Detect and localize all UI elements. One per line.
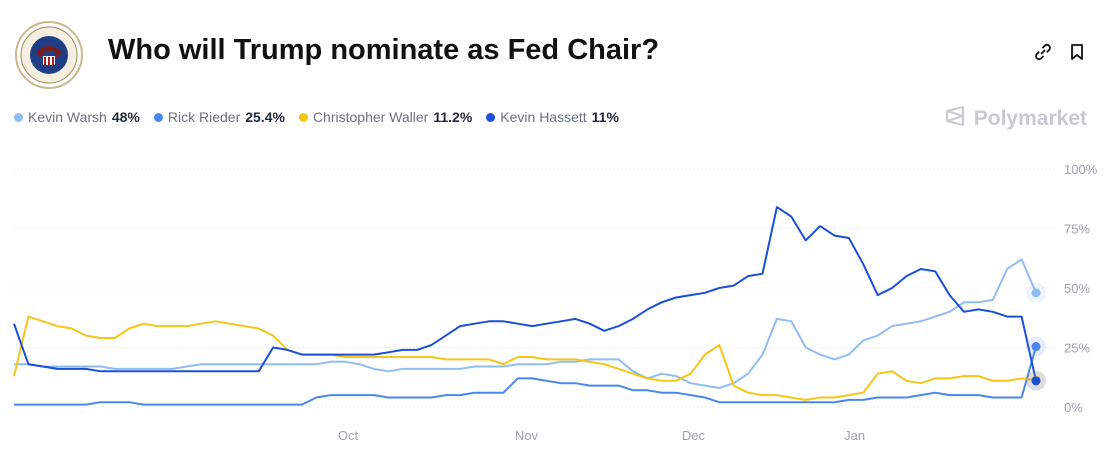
legend-item[interactable]: Kevin Warsh 48%	[14, 109, 140, 125]
y-tick-label: 75%	[1064, 222, 1090, 237]
x-tick-label: Nov	[515, 428, 539, 443]
y-axis: 100% 75% 50% 25% 0%	[1064, 162, 1098, 415]
end-marker[interactable]	[1031, 288, 1041, 298]
y-tick-label: 50%	[1064, 281, 1090, 296]
end-marker[interactable]	[1031, 376, 1041, 386]
federal-reserve-seal-icon	[14, 20, 84, 90]
chart-end-markers	[1026, 282, 1046, 391]
legend-value: 11%	[591, 109, 619, 125]
legend-item[interactable]: Kevin Hassett 11%	[486, 109, 619, 125]
legend-name: Christopher Waller	[312, 109, 429, 125]
legend-name: Rick Rieder	[167, 109, 241, 125]
legend-name: Kevin Warsh	[28, 109, 107, 125]
series-line	[14, 258, 1037, 389]
x-tick-label: Oct	[338, 428, 359, 443]
polymarket-brand: Polymarket	[944, 105, 1087, 133]
page-title: Who will Trump nominate as Fed Chair?	[108, 34, 660, 66]
legend-name: Kevin Hassett	[500, 109, 587, 125]
bookmark-icon[interactable]	[1067, 42, 1087, 62]
legend-dot	[486, 112, 496, 122]
legend-value: 25.4%	[245, 109, 285, 125]
legend-dot	[153, 112, 163, 122]
series-line	[13, 206, 1037, 382]
x-tick-label: Dec	[682, 428, 706, 443]
x-tick-label: Jan	[844, 428, 865, 443]
y-tick-label: 25%	[1064, 341, 1090, 356]
polymarket-logo-icon	[944, 105, 966, 133]
chart-legend: Kevin Warsh 48% Rick Rieder 25.4% Christ…	[14, 109, 619, 125]
header-actions	[1033, 42, 1087, 62]
legend-value: 11.2%	[433, 109, 473, 125]
series-line	[13, 315, 1037, 401]
header: Who will Trump nominate as Fed Chair?	[14, 20, 1097, 90]
series-line	[14, 346, 1037, 406]
brand-name: Polymarket	[973, 107, 1087, 130]
legend-item[interactable]: Rick Rieder 25.4%	[153, 109, 285, 125]
link-icon[interactable]	[1033, 42, 1053, 62]
y-tick-label: 100%	[1064, 162, 1098, 177]
legend-dot	[298, 112, 308, 122]
legend-dot	[14, 112, 23, 122]
chart-series	[13, 206, 1037, 406]
chart-grid	[14, 168, 1056, 408]
legend-value: 48%	[111, 109, 140, 125]
legend-item[interactable]: Christopher Waller 11.2%	[298, 109, 473, 125]
x-axis: Oct Nov Dec Jan	[338, 428, 865, 443]
y-tick-label: 0%	[1064, 400, 1083, 415]
end-marker[interactable]	[1031, 342, 1041, 352]
